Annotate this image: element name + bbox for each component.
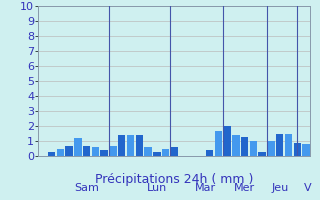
Bar: [92, 147, 99, 156]
Bar: [250, 141, 257, 156]
Bar: [83, 146, 90, 156]
Bar: [136, 135, 143, 156]
Text: Sam: Sam: [74, 183, 99, 193]
Text: Lun: Lun: [147, 183, 167, 193]
X-axis label: Précipitations 24h ( mm ): Précipitations 24h ( mm ): [95, 173, 253, 186]
Bar: [276, 134, 284, 156]
Bar: [241, 137, 248, 156]
Bar: [267, 141, 275, 156]
Bar: [100, 150, 108, 156]
Text: V: V: [304, 183, 312, 193]
Bar: [127, 135, 134, 156]
Bar: [109, 146, 117, 156]
Bar: [118, 135, 125, 156]
Bar: [206, 150, 213, 156]
Bar: [171, 147, 178, 156]
Text: Mar: Mar: [195, 183, 216, 193]
Bar: [214, 130, 222, 156]
Bar: [144, 147, 152, 156]
Bar: [223, 126, 231, 156]
Bar: [65, 146, 73, 156]
Text: Jeu: Jeu: [271, 183, 288, 193]
Bar: [74, 138, 82, 156]
Bar: [48, 152, 55, 156]
Bar: [259, 152, 266, 156]
Bar: [153, 152, 161, 156]
Bar: [162, 148, 169, 156]
Bar: [293, 142, 301, 156]
Text: Mer: Mer: [234, 183, 255, 193]
Bar: [232, 135, 240, 156]
Bar: [285, 134, 292, 156]
Bar: [57, 148, 64, 156]
Bar: [302, 144, 310, 156]
